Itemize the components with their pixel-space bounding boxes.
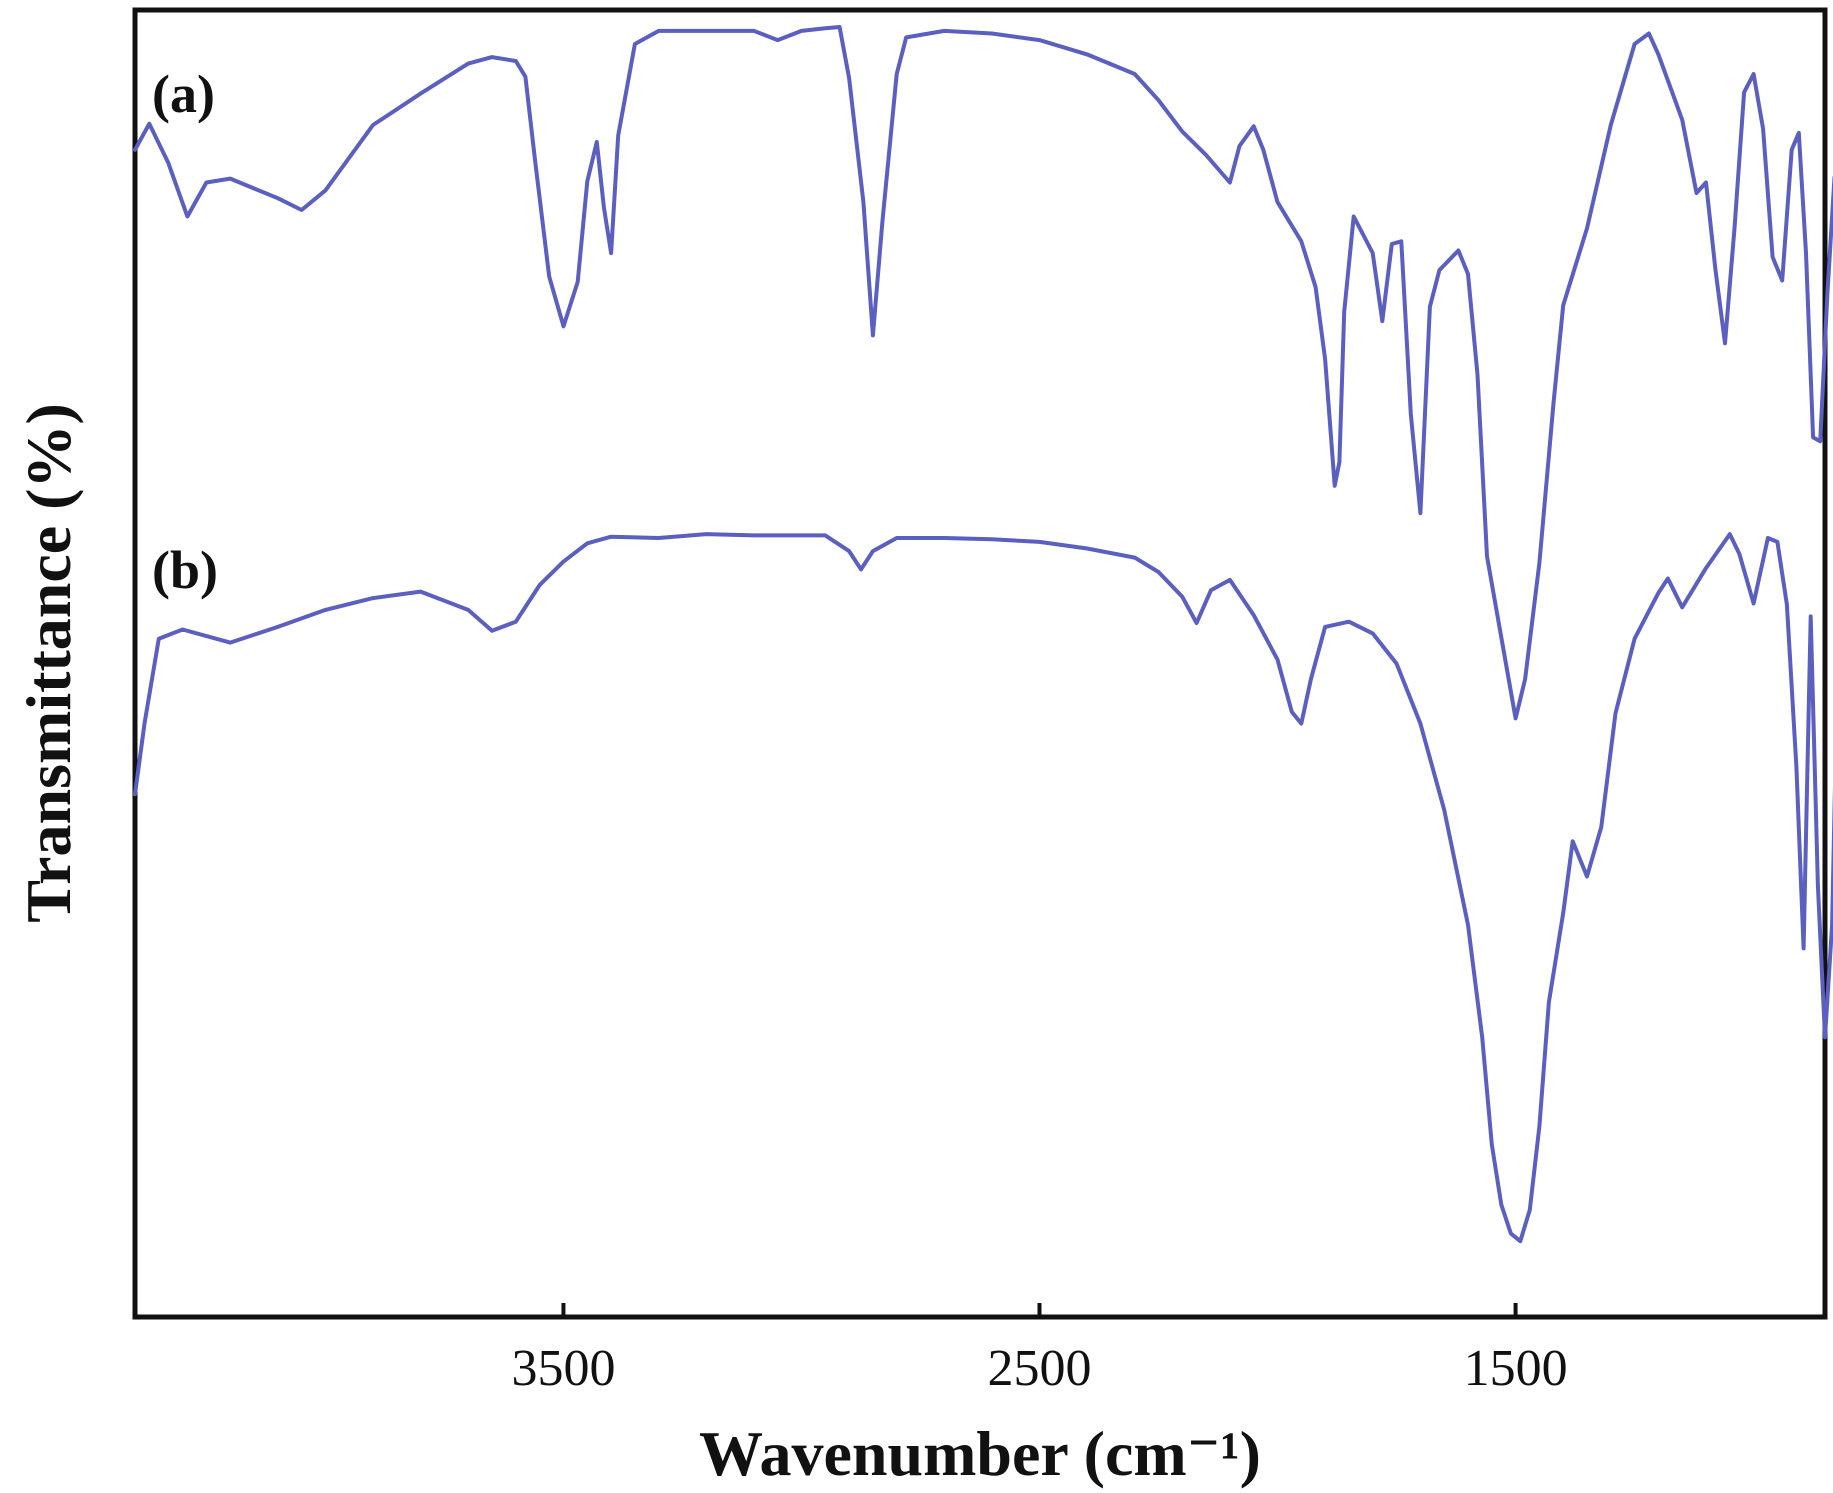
x-tick-label: 3500: [511, 1340, 615, 1397]
x-tick-label: 2500: [988, 1340, 1092, 1397]
plot-frame: [132, 7, 1828, 1320]
series-layer: [133, 25, 1833, 1244]
x-axis-ticks: 3500 2500 1500: [511, 1303, 1568, 1397]
series-line-a: [133, 25, 1833, 721]
panel-label-b: (b): [152, 540, 218, 600]
panel-label-a: (a): [152, 64, 215, 124]
series-line-b: [133, 532, 1833, 1244]
x-tick-label: 1500: [1464, 1340, 1568, 1397]
y-axis-title: Transmittance (%): [13, 403, 84, 923]
x-axis-title: Wavenumber (cm⁻¹): [699, 1418, 1261, 1489]
